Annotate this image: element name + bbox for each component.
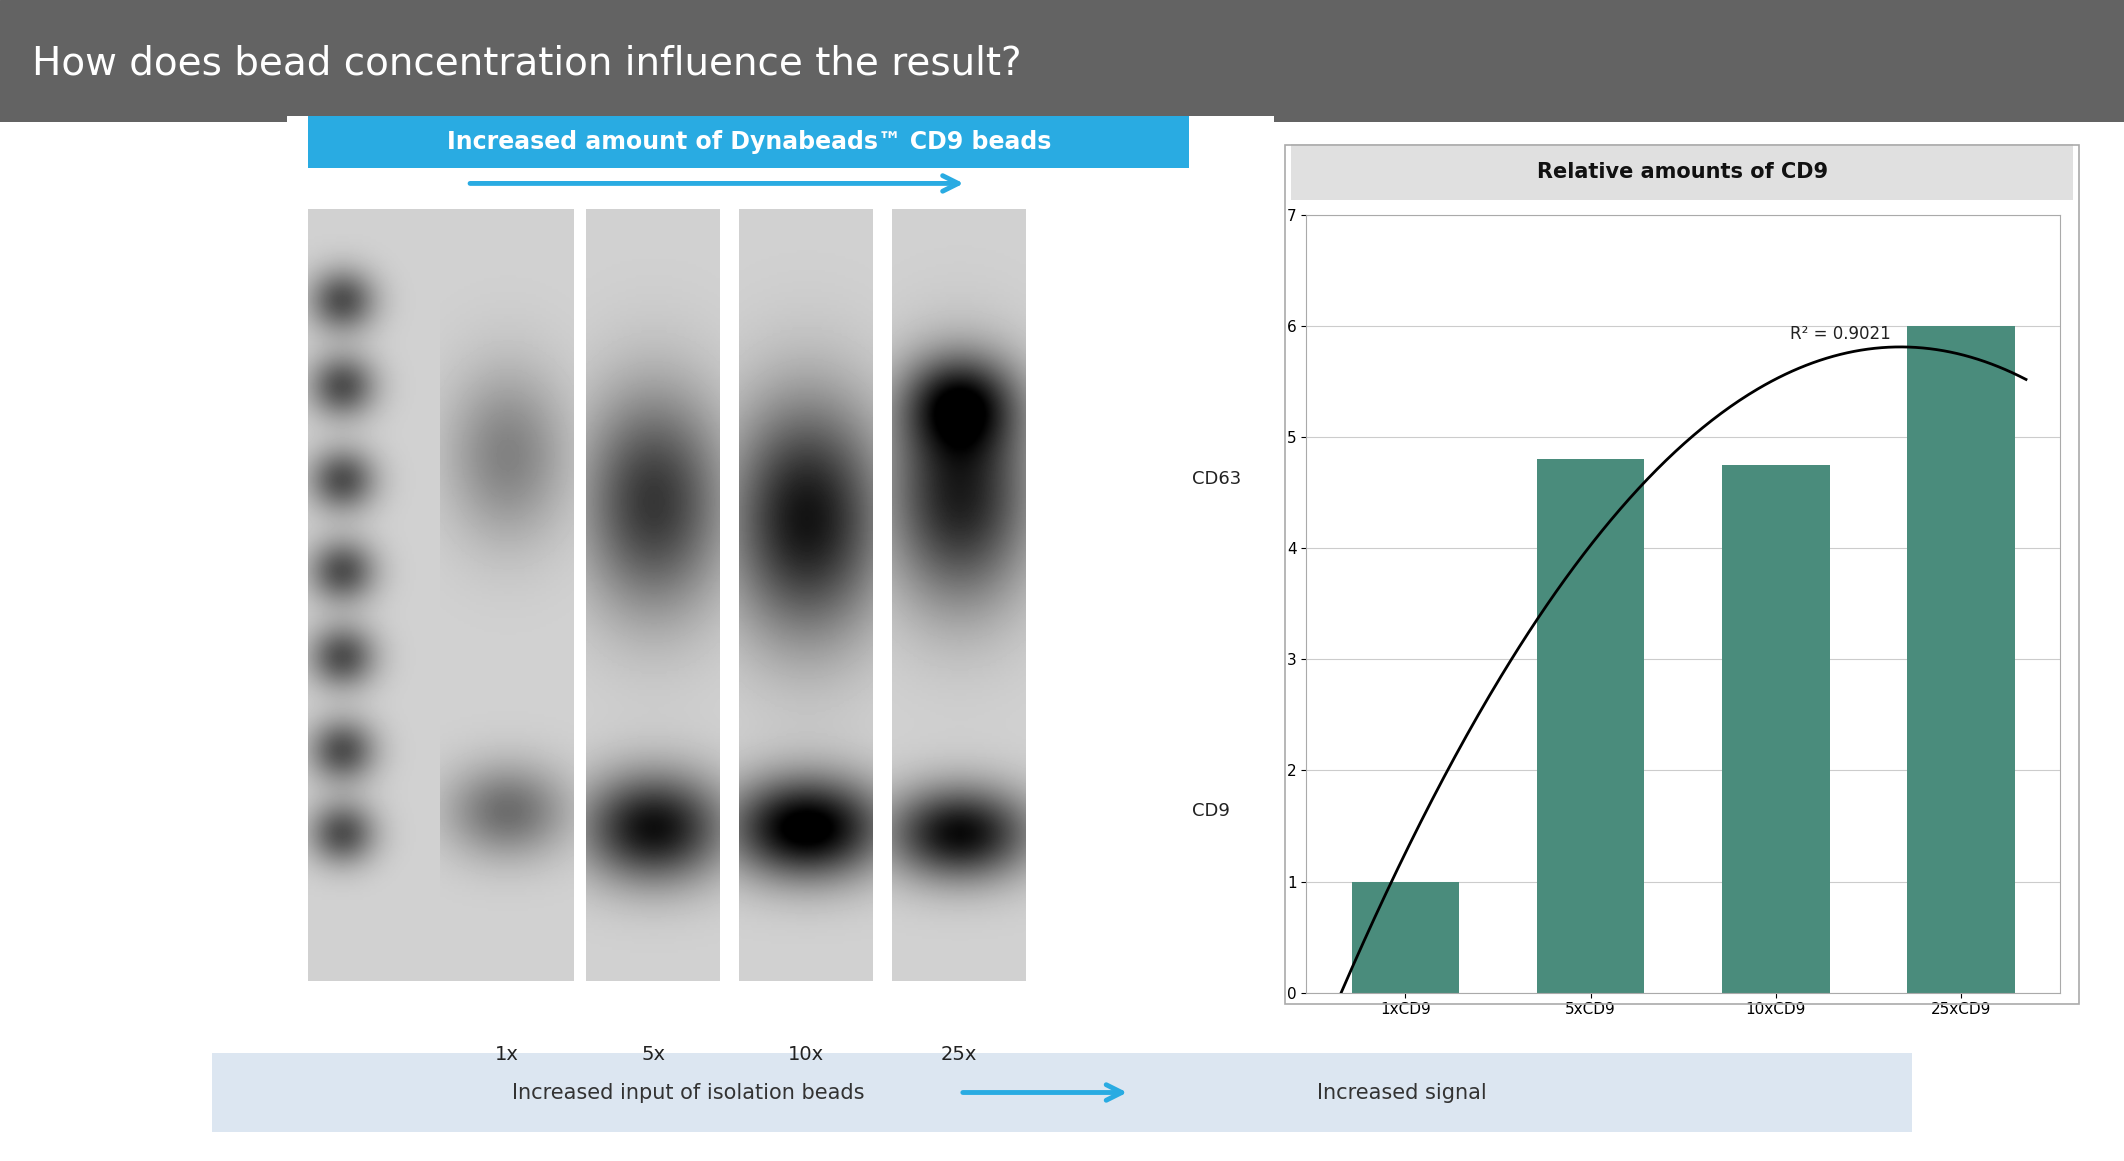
Text: CD9: CD9 (1192, 802, 1230, 820)
Text: Increased signal: Increased signal (1317, 1082, 1487, 1103)
Text: Increased amount of Dynabeads™ CD9 beads: Increased amount of Dynabeads™ CD9 beads (446, 130, 1051, 154)
Text: 1x: 1x (495, 1045, 518, 1063)
Text: 10x: 10x (788, 1045, 824, 1063)
Text: R² = 0.9021: R² = 0.9021 (1791, 325, 1890, 342)
Text: 5x: 5x (641, 1045, 665, 1063)
Bar (1907, 326, 2016, 993)
Bar (1723, 464, 1829, 993)
Text: 25x: 25x (941, 1045, 977, 1063)
Text: Relative amounts of CD9: Relative amounts of CD9 (1536, 161, 1829, 182)
Bar (1538, 460, 1644, 993)
Text: Increased input of isolation beads: Increased input of isolation beads (512, 1082, 864, 1103)
Bar (1351, 881, 1459, 993)
Text: CD63: CD63 (1192, 470, 1240, 489)
Text: How does bead concentration influence the result?: How does bead concentration influence th… (32, 44, 1022, 82)
